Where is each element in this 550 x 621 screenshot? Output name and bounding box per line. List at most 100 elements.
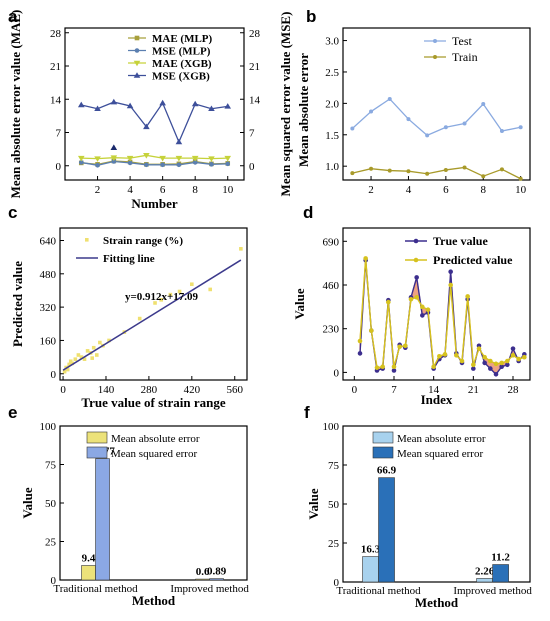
data-point bbox=[191, 100, 199, 107]
scatter-point bbox=[65, 367, 70, 372]
series-line bbox=[81, 154, 228, 160]
data-point bbox=[408, 296, 414, 302]
data-point bbox=[448, 282, 453, 288]
data-point bbox=[224, 155, 232, 162]
bar-value-label: 16.3 bbox=[361, 544, 381, 556]
data-point bbox=[476, 346, 482, 351]
x-tick-label: 4 bbox=[406, 184, 412, 196]
legend-label: Predicted value bbox=[433, 253, 513, 267]
data-point bbox=[175, 155, 183, 162]
x-axis-label: Index bbox=[421, 392, 453, 407]
x-tick-label: 10 bbox=[222, 184, 234, 196]
data-point bbox=[369, 109, 374, 114]
series-line bbox=[81, 101, 228, 144]
x-tick-label: 7 bbox=[391, 384, 397, 396]
legend-label: MSE (XGB) bbox=[152, 71, 210, 83]
x-tick-label: 140 bbox=[98, 384, 115, 396]
x-tick-label: 0 bbox=[60, 384, 66, 396]
y-tick-label: 160 bbox=[40, 335, 57, 347]
data-point bbox=[437, 353, 442, 359]
legend-label: Mean absolute error bbox=[397, 433, 486, 445]
y-tick-label: 14 bbox=[50, 94, 62, 106]
y-tick-label: 480 bbox=[40, 269, 57, 281]
scatter-point bbox=[98, 340, 102, 345]
data-point bbox=[350, 171, 355, 176]
scatter-point bbox=[168, 292, 173, 297]
x-tick-label: 420 bbox=[184, 384, 201, 396]
x-axis-label: Number bbox=[131, 196, 177, 211]
data-point bbox=[510, 346, 516, 351]
bar-value-label: 2.26 bbox=[475, 565, 495, 577]
scatter-point bbox=[82, 357, 87, 361]
data-point bbox=[425, 307, 431, 313]
data-point bbox=[224, 103, 232, 109]
data-point bbox=[225, 161, 231, 167]
scatter-point bbox=[68, 359, 73, 364]
x-tick-label: 2 bbox=[95, 184, 101, 196]
x-tick-label: 21 bbox=[468, 384, 479, 396]
bar bbox=[476, 578, 493, 583]
x-axis-label: Method bbox=[132, 593, 176, 608]
scatter-point bbox=[190, 282, 194, 287]
data-point bbox=[516, 356, 521, 362]
bar bbox=[209, 578, 224, 581]
category-label: Traditional method bbox=[336, 585, 421, 597]
y-tick-label: 21 bbox=[50, 61, 61, 73]
data-point bbox=[482, 360, 487, 366]
category-label: Improved method bbox=[170, 583, 249, 595]
data-point bbox=[374, 365, 380, 370]
y-tick-label: 690 bbox=[323, 236, 340, 248]
data-point bbox=[420, 304, 425, 310]
y-tick-label: 28 bbox=[249, 28, 261, 40]
data-point bbox=[471, 362, 476, 368]
x-tick-label: 0 bbox=[352, 384, 358, 396]
legend-swatch bbox=[86, 431, 108, 444]
data-point bbox=[143, 123, 150, 130]
bar-value-label: 11.2 bbox=[491, 552, 510, 564]
legend-label: True value bbox=[433, 234, 488, 248]
data-point bbox=[95, 162, 100, 168]
series-line bbox=[352, 166, 521, 180]
y-tick-label: 0 bbox=[56, 161, 62, 173]
scatter-point bbox=[239, 247, 243, 251]
data-point bbox=[499, 129, 504, 134]
plot-frame bbox=[342, 227, 531, 381]
y-axis-label: Value bbox=[292, 288, 307, 320]
data-point bbox=[159, 99, 166, 106]
data-point bbox=[369, 166, 374, 171]
plot-frame bbox=[59, 227, 248, 381]
data-point bbox=[111, 159, 117, 164]
scatter-point bbox=[62, 369, 67, 374]
data-point bbox=[425, 171, 430, 176]
data-point bbox=[488, 358, 493, 364]
scatter-point bbox=[73, 357, 78, 361]
x-axis-label: Method bbox=[415, 595, 459, 610]
series-line bbox=[351, 98, 521, 137]
y-tick-label: 1.0 bbox=[325, 161, 339, 173]
bar bbox=[95, 458, 110, 581]
y-axis-label: Value bbox=[306, 488, 321, 520]
category-label: Improved method bbox=[453, 585, 532, 597]
bar bbox=[378, 477, 395, 583]
data-point bbox=[493, 372, 499, 377]
legend-label: MAE (XGB) bbox=[152, 58, 212, 70]
data-point bbox=[160, 162, 165, 168]
scatter-point bbox=[159, 298, 163, 302]
data-point bbox=[380, 364, 385, 370]
data-point bbox=[488, 366, 493, 371]
scatter-point bbox=[67, 362, 71, 367]
y-tick-label: 230 bbox=[323, 324, 340, 336]
y-axis-label: Mean absolute error value (MAE) bbox=[8, 10, 23, 199]
data-point bbox=[505, 362, 510, 368]
data-point bbox=[406, 169, 411, 174]
panel-letter: d bbox=[303, 203, 313, 222]
data-point bbox=[191, 155, 199, 162]
scatter-point bbox=[90, 356, 94, 360]
legend-label: MSE (MLP) bbox=[152, 46, 211, 58]
x-tick-label: 2 bbox=[368, 184, 374, 196]
bar-value-label: 0.6 bbox=[196, 566, 210, 578]
scatter-point bbox=[137, 316, 142, 321]
scatter-point bbox=[177, 289, 182, 294]
legend-marker bbox=[413, 257, 419, 263]
data-point bbox=[482, 354, 487, 360]
